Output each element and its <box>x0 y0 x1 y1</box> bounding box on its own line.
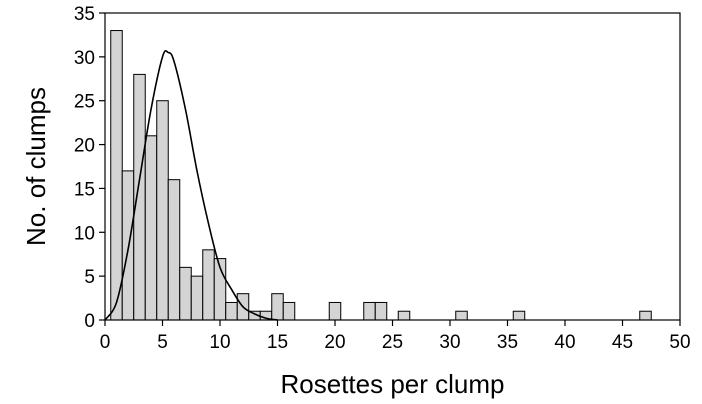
y-tick-label: 20 <box>74 136 95 157</box>
x-tick-label: 35 <box>497 332 518 353</box>
x-tick-label: 15 <box>267 332 288 353</box>
histogram-bar <box>639 310 652 321</box>
histogram-bar <box>397 310 411 321</box>
y-tick-label: 5 <box>84 267 95 288</box>
x-tick-label: 0 <box>100 332 111 353</box>
y-tick-label: 0 <box>84 311 95 332</box>
x-tick-label: 5 <box>157 332 168 353</box>
histogram-bar <box>202 249 215 321</box>
histogram-bar <box>156 100 169 321</box>
histogram-bar <box>328 301 342 321</box>
histogram-bar <box>110 30 123 321</box>
x-tick-label: 50 <box>669 332 690 353</box>
histogram-bar <box>133 73 146 321</box>
fitted-distribution-curve <box>104 50 278 321</box>
bars-layer <box>110 30 652 321</box>
x-tick-label: 10 <box>209 332 230 353</box>
histogram-bar <box>271 293 284 321</box>
histogram-bar <box>282 301 296 321</box>
x-tick-label: 45 <box>612 332 633 353</box>
y-tick-label: 25 <box>74 92 95 113</box>
histogram-bar <box>455 310 468 321</box>
y-axis-title: No. of clumps <box>21 87 51 246</box>
x-tick-label: 30 <box>439 332 460 353</box>
y-tick-label: 10 <box>74 223 95 244</box>
histogram-bar <box>374 301 388 321</box>
histogram-bar <box>512 310 526 321</box>
x-tick-label: 20 <box>324 332 345 353</box>
axis-ticks: 0 5 10 15 20 25 30 35 40 45 50 0 5 10 15 20 25 30 35 <box>74 4 691 353</box>
histogram-bar <box>167 179 181 321</box>
y-tick-label: 30 <box>74 48 95 69</box>
histogram-bar <box>225 301 238 321</box>
y-tick-label: 35 <box>74 4 95 25</box>
x-tick-label: 40 <box>554 332 575 353</box>
y-tick-label: 15 <box>74 179 95 200</box>
histogram-bar <box>144 135 158 321</box>
x-axis-title: Rosettes per clump <box>281 369 505 399</box>
histogram-bar <box>190 275 204 321</box>
histogram-bar <box>363 301 376 321</box>
histogram-bar <box>179 266 192 321</box>
x-tick-label: 25 <box>382 332 403 353</box>
